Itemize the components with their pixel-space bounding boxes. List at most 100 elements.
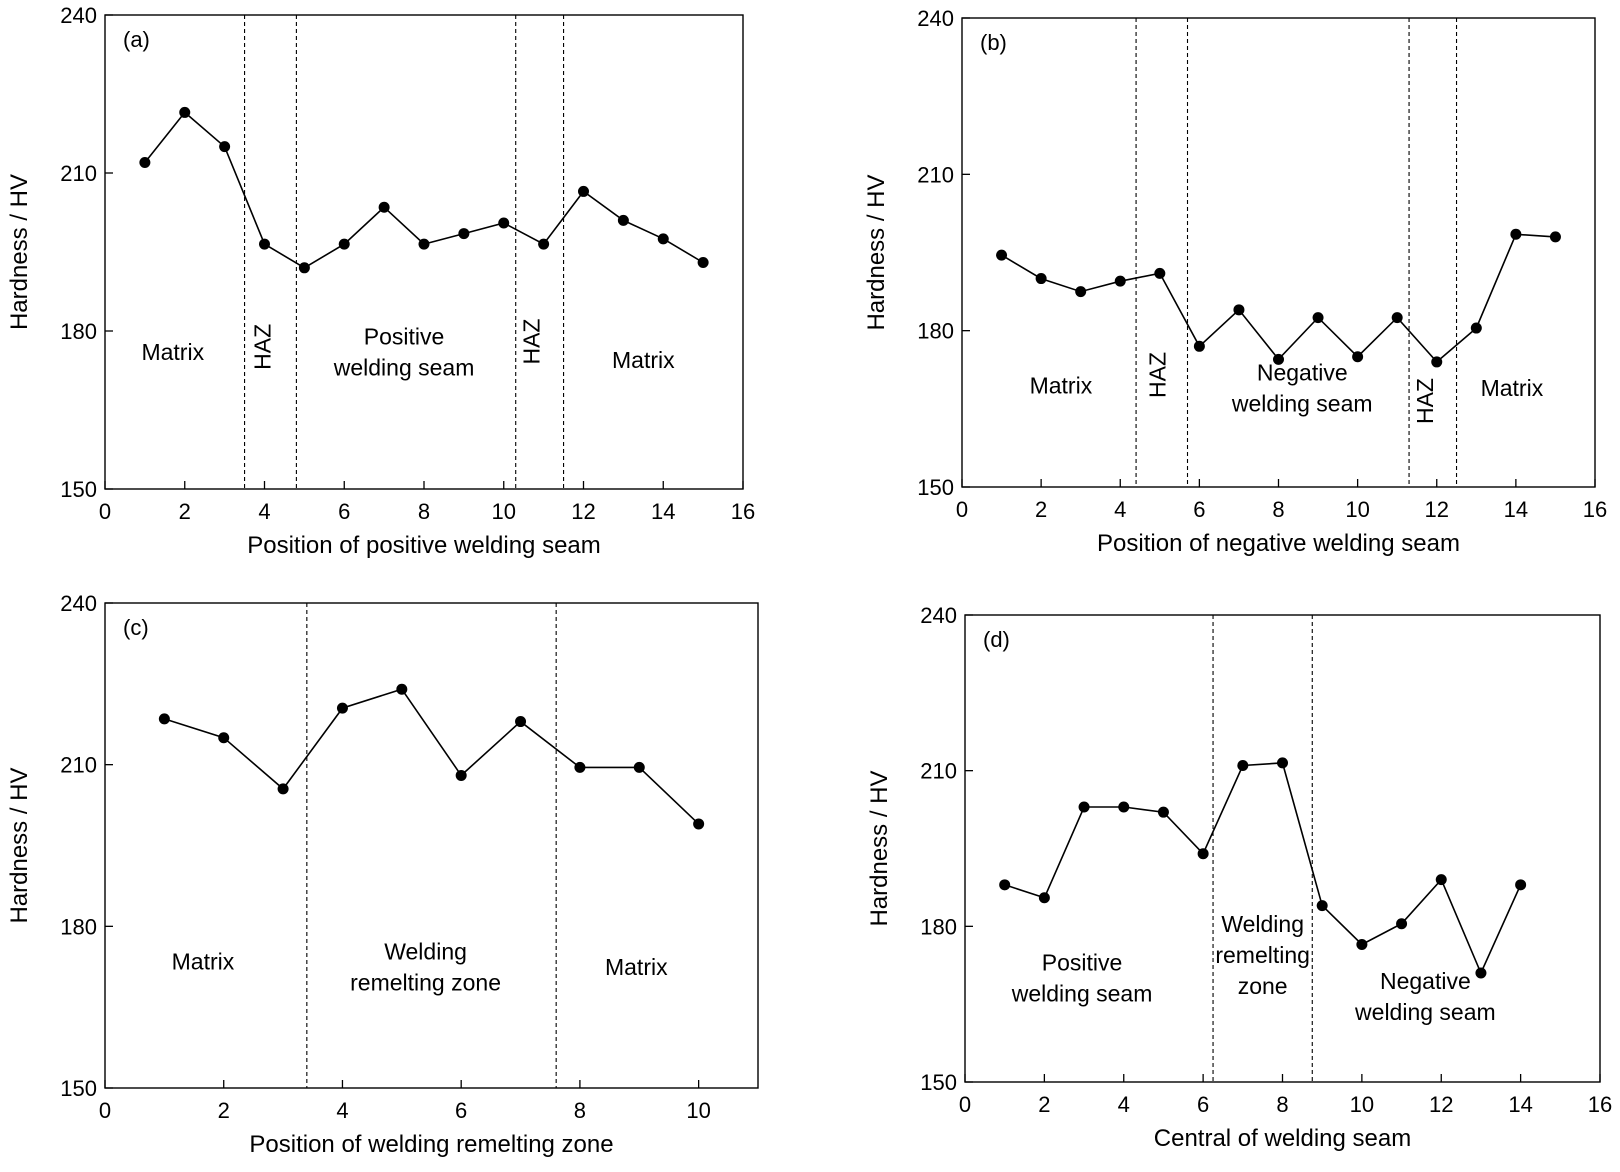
data-point <box>1431 356 1443 368</box>
panel-label: (c) <box>123 615 149 640</box>
x-tick-label: 4 <box>258 499 270 524</box>
y-tick-label: 180 <box>920 914 957 939</box>
region-label: Matrix <box>1481 375 1544 401</box>
data-point <box>1038 892 1050 904</box>
region-label: Negative <box>1380 968 1471 994</box>
plot-frame <box>104 602 759 1089</box>
data-point <box>1316 900 1328 912</box>
chart-panel: 0 2 4 6 8 10 12 14 16 150 180 210 240 Position of pos… <box>6 3 755 559</box>
chart-panel: 0 2 4 6 8 10 12 14 16 150 180 210 240 Position of neg… <box>863 6 1607 557</box>
chart-panel: 0 2 4 6 8 10 150 180 210 240 Position of welding r… <box>6 591 759 1158</box>
data-point <box>1356 938 1368 950</box>
data-point <box>179 106 191 118</box>
data-point <box>259 238 270 250</box>
data-point <box>378 201 390 213</box>
x-tick-label: 14 <box>1504 497 1528 522</box>
data-point <box>396 683 408 695</box>
y-tick-label: 150 <box>60 477 97 502</box>
x-tick-label: 8 <box>1276 1092 1288 1117</box>
x-tick-label: 4 <box>1118 1092 1130 1117</box>
x-tick-label: 6 <box>338 499 350 524</box>
x-tick-label: 8 <box>1272 497 1284 522</box>
data-point <box>158 713 170 725</box>
data-point <box>1193 340 1205 352</box>
data-point <box>1396 918 1408 930</box>
x-tick-label: 4 <box>1114 497 1126 522</box>
y-axis-label: Hardness / HV <box>6 174 33 330</box>
data-point <box>1435 874 1447 886</box>
x-tick-label: 6 <box>455 1098 467 1123</box>
data-point <box>418 238 430 250</box>
region-label: welding seam <box>1231 390 1373 416</box>
panel-label: (d) <box>983 627 1010 652</box>
data-point <box>1515 879 1527 891</box>
x-tick-label: 0 <box>99 1098 111 1123</box>
data-point <box>999 879 1011 891</box>
data-point <box>498 217 510 229</box>
data-point <box>1475 967 1487 979</box>
y-tick-label: 240 <box>60 3 97 28</box>
data-point <box>617 214 629 226</box>
chart-panel: 0 2 4 6 8 10 12 14 16 150 180 210 240 Central of weld… <box>866 603 1612 1152</box>
region-label: HAZ <box>249 324 275 370</box>
data-point <box>1114 275 1126 287</box>
y-tick-label: 210 <box>60 161 97 186</box>
x-tick-label: 0 <box>959 1092 971 1117</box>
data-point <box>1277 757 1288 769</box>
y-tick-label: 240 <box>920 603 957 628</box>
y-tick-label: 150 <box>60 1076 97 1101</box>
data-point <box>1352 351 1364 363</box>
region-label: HAZ <box>1412 378 1438 424</box>
region-label: Positive <box>364 324 445 350</box>
y-tick-label: 210 <box>920 759 957 784</box>
x-tick-label: 2 <box>1038 1092 1050 1117</box>
x-tick-label: 6 <box>1197 1092 1209 1117</box>
region-label: zone <box>1238 973 1288 999</box>
data-point <box>657 233 669 245</box>
y-tick-label: 210 <box>917 162 954 187</box>
x-tick-label: 14 <box>651 499 675 524</box>
series-line <box>1004 762 1522 975</box>
data-point <box>277 783 289 795</box>
x-tick-label: 2 <box>1035 497 1047 522</box>
x-tick-label: 16 <box>1583 497 1607 522</box>
x-tick-label: 10 <box>492 499 516 524</box>
data-point <box>1391 312 1403 324</box>
data-point <box>298 262 310 274</box>
y-tick-label: 180 <box>60 319 97 344</box>
y-tick-label: 240 <box>917 6 954 31</box>
y-tick-label: 210 <box>60 753 97 778</box>
region-label: Matrix <box>1030 372 1093 398</box>
data-point <box>538 238 550 250</box>
data-point <box>1312 312 1324 324</box>
region-label: Welding <box>1221 911 1304 937</box>
x-tick-label: 16 <box>1588 1092 1612 1117</box>
region-label: Matrix <box>605 954 668 980</box>
data-point <box>1118 801 1130 813</box>
region-label: Welding <box>384 938 467 964</box>
region-label: remelting <box>1215 942 1310 968</box>
y-axis-label: Hardness / HV <box>863 174 890 330</box>
series-line <box>1001 233 1556 364</box>
data-point <box>697 257 709 269</box>
data-point <box>693 818 705 830</box>
y-tick-label: 180 <box>917 319 954 344</box>
x-axis-label: Central of welding seam <box>1154 1125 1411 1152</box>
x-tick-label: 12 <box>1429 1092 1453 1117</box>
y-tick-label: 240 <box>60 591 97 616</box>
x-tick-label: 0 <box>99 499 111 524</box>
y-tick-label: 150 <box>920 1070 957 1095</box>
y-tick-label: 180 <box>60 914 97 939</box>
data-point <box>218 732 230 744</box>
x-tick-label: 4 <box>336 1098 348 1123</box>
data-point <box>574 761 586 773</box>
data-point <box>336 702 348 714</box>
region-label: Matrix <box>172 948 235 974</box>
data-point <box>1510 228 1522 240</box>
x-tick-label: 14 <box>1508 1092 1532 1117</box>
region-label: HAZ <box>1145 352 1171 398</box>
region-label: Matrix <box>612 347 675 373</box>
region-label: Positive <box>1042 950 1123 976</box>
plot-frame <box>964 614 1601 1083</box>
x-tick-label: 12 <box>571 499 595 524</box>
